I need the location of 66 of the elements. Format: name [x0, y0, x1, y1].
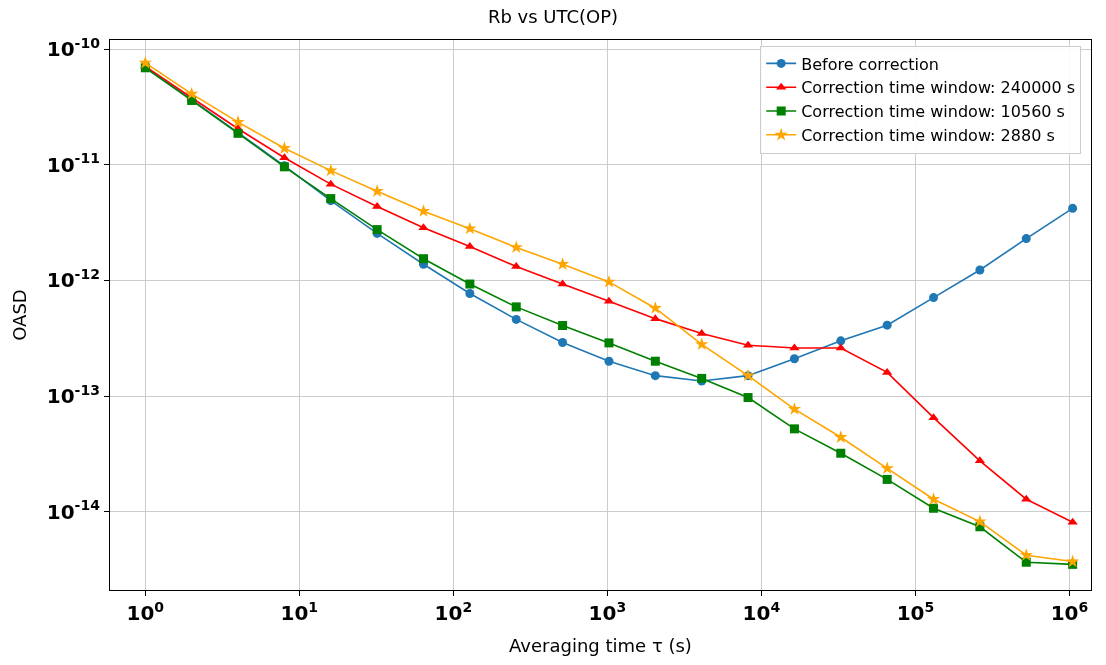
point — [650, 356, 660, 366]
point — [604, 338, 614, 348]
point — [511, 261, 522, 269]
x-tick-label: 10$^{3}$ — [588, 598, 627, 626]
point — [231, 115, 245, 128]
y-tick-label: 10$^{-12}$ — [46, 265, 100, 293]
point — [929, 503, 939, 513]
point — [926, 492, 941, 505]
legend-label: Correction time window: 10560 s — [801, 102, 1065, 122]
point — [1068, 203, 1078, 213]
point — [555, 257, 570, 270]
point — [648, 301, 662, 314]
point — [836, 336, 846, 346]
point — [279, 153, 290, 161]
point — [743, 393, 753, 403]
legend-label: Before correction — [801, 54, 939, 74]
point — [835, 343, 846, 351]
point — [650, 371, 660, 381]
x-tick-label: 10$^{6}$ — [1050, 598, 1089, 626]
point — [834, 430, 848, 443]
point — [558, 321, 568, 331]
legend-label: Correction time window: 240000 s — [801, 78, 1076, 98]
y-tick-label: 10$^{-10}$ — [46, 34, 101, 62]
point — [185, 86, 199, 100]
x-tick-label: 10$^{2}$ — [434, 598, 473, 626]
point — [418, 223, 429, 231]
point — [138, 55, 152, 69]
point — [511, 314, 521, 324]
x-tick-label: 10$^{5}$ — [896, 598, 935, 626]
point — [558, 338, 568, 348]
point — [929, 293, 939, 303]
point — [370, 184, 384, 197]
point — [1021, 234, 1031, 244]
y-axis-title: OASD — [8, 289, 30, 341]
x-tick-label: 10$^{4}$ — [742, 598, 781, 626]
point — [973, 514, 987, 528]
point — [882, 320, 892, 330]
point — [511, 302, 521, 312]
point — [789, 354, 799, 364]
point — [882, 474, 892, 484]
x-tick-label: 10$^{0}$ — [126, 598, 165, 626]
point — [604, 356, 614, 366]
legend-label: Correction time window: 2880 s — [801, 126, 1055, 146]
point — [880, 461, 894, 474]
point — [1065, 554, 1080, 568]
chart-title: Rb vs UTC(OP) — [487, 5, 619, 27]
point — [324, 163, 338, 177]
point — [695, 337, 709, 350]
point — [602, 274, 616, 288]
point — [416, 204, 431, 217]
point — [836, 448, 846, 458]
point — [787, 402, 802, 415]
point — [789, 424, 799, 434]
point — [465, 289, 475, 299]
x-tick-label: 10$^{1}$ — [280, 598, 319, 626]
point — [418, 254, 428, 264]
point — [975, 265, 985, 275]
point — [465, 279, 475, 289]
point — [1019, 548, 1033, 561]
point — [1021, 557, 1031, 567]
y-tick-label: 10$^{-13}$ — [46, 381, 100, 409]
point — [509, 240, 523, 254]
y-tick-label: 10$^{-14}$ — [46, 497, 101, 524]
x-axis-title: Averaging time τ (s) — [509, 635, 692, 657]
point — [277, 141, 292, 154]
y-tick-label: 10$^{-11}$ — [46, 150, 100, 177]
